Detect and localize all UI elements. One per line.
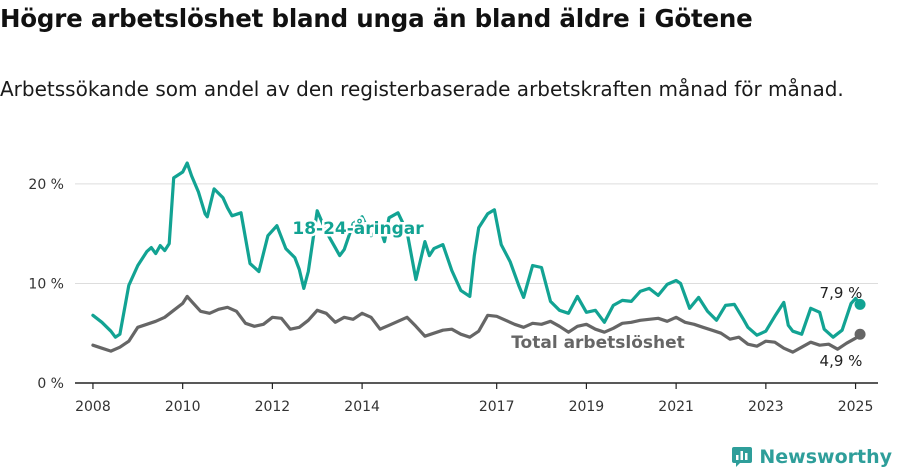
y-tick-label: 0 % — [37, 376, 64, 392]
end-label-total: 4,9 % — [820, 352, 863, 370]
series-line-youth — [91, 161, 862, 339]
newsworthy-logo-icon — [732, 447, 753, 467]
brand-name: Newsworthy — [759, 446, 892, 468]
x-tick-label: 2008 — [75, 399, 111, 415]
x-tick-label: 2021 — [658, 399, 694, 415]
y-axis: 0 % 10 % 20 % — [28, 177, 64, 392]
x-tick-label: 2010 — [165, 399, 201, 415]
series-label-youth: 18-24-åringar — [292, 217, 424, 239]
series-lines — [91, 161, 866, 354]
x-tick-label: 2017 — [479, 399, 515, 415]
x-tick-label: 2025 — [838, 399, 874, 415]
chart-subtitle: Arbetssökande som andel av den registerb… — [0, 77, 844, 101]
x-tick-label: 2012 — [255, 399, 291, 415]
series-label-total: Total arbetslöshet — [511, 333, 685, 353]
chart-title: Högre arbetslöshet bland unga än bland ä… — [0, 4, 753, 33]
x-tick-label: 2023 — [748, 399, 784, 415]
x-tick-label: 2019 — [569, 399, 605, 415]
y-tick-label: 10 % — [28, 276, 64, 292]
series-line-total — [91, 294, 862, 354]
gridlines — [75, 183, 878, 284]
x-tick-label: 2014 — [344, 399, 380, 415]
y-tick-label: 20 % — [28, 177, 64, 193]
newsworthy-brand[interactable]: Newsworthy — [731, 446, 892, 468]
end-label-youth: 7,9 % — [820, 284, 863, 302]
end-point-youth — [854, 298, 866, 310]
x-axis: 2008 2010 2012 2014 2017 2019 2021 2023 2025 — [75, 382, 878, 415]
end-point-total — [854, 328, 866, 340]
